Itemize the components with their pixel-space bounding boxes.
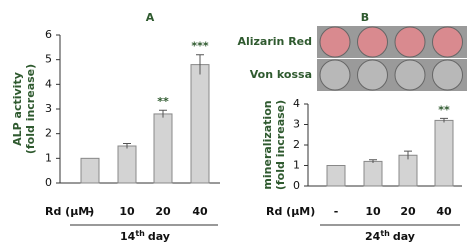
y-tick-label: 4 xyxy=(293,97,300,110)
error-bar xyxy=(123,143,131,149)
day-suffix: th xyxy=(135,229,145,238)
bar xyxy=(190,64,210,184)
y-tick-label: 1 xyxy=(293,159,300,172)
day-suffix: th xyxy=(380,229,390,238)
x-tick-label: 40 xyxy=(192,205,208,218)
y-axis-label: (fold increase) xyxy=(24,64,37,154)
y-tick-label: 0 xyxy=(293,179,300,192)
x-tick-label: 10 xyxy=(119,205,135,218)
y-tick-label: 3 xyxy=(293,118,300,131)
bar xyxy=(363,160,383,187)
x-tick-label: - xyxy=(88,205,93,218)
x-axis-label: Rd (μM) xyxy=(266,205,315,218)
significance: ** xyxy=(438,103,450,116)
y-tick-label: 6 xyxy=(45,28,52,41)
well xyxy=(319,59,351,91)
bar xyxy=(326,165,346,187)
day-number: 24 xyxy=(365,230,381,243)
y-tick-label: 2 xyxy=(293,138,300,151)
y-tick-label: 3 xyxy=(45,102,52,115)
day-label: 24th day xyxy=(365,229,415,244)
y-axis-label: ALP activity xyxy=(11,72,24,146)
bar xyxy=(153,113,173,184)
day-word: day xyxy=(148,230,170,243)
error-bar xyxy=(159,109,167,118)
well xyxy=(394,59,426,91)
bar xyxy=(117,145,137,184)
image-label: Von kossa xyxy=(250,68,312,81)
well xyxy=(394,26,426,58)
day-word: day xyxy=(393,230,415,243)
bar xyxy=(398,154,418,187)
panel-label: B xyxy=(361,11,369,24)
error-bar xyxy=(404,150,412,160)
panel-label: A xyxy=(146,11,155,24)
error-bar xyxy=(369,159,377,164)
day-label: 14th day xyxy=(120,229,170,244)
y-tick-label: 1 xyxy=(45,151,52,164)
x-axis-label: Rd (μM) xyxy=(45,205,94,218)
x-tick-label: 40 xyxy=(436,205,452,218)
bar xyxy=(80,157,100,184)
well xyxy=(357,59,388,91)
x-tick-label: 20 xyxy=(155,205,171,218)
error-bar xyxy=(440,117,448,123)
well xyxy=(319,26,351,58)
y-axis-label: mineralization xyxy=(261,100,274,189)
y-tick-label: 0 xyxy=(45,176,52,189)
x-tick-label: 10 xyxy=(365,205,381,218)
x-tick-label: - xyxy=(334,205,339,218)
y-axis-label: (fold increase) xyxy=(274,100,287,190)
x-tick-label: 20 xyxy=(400,205,416,218)
well xyxy=(432,26,463,58)
y-tick-label: 4 xyxy=(45,77,52,90)
significance: ** xyxy=(157,95,169,108)
significance: *** xyxy=(191,40,209,53)
y-tick-label: 5 xyxy=(45,53,52,66)
well xyxy=(432,59,463,91)
day-number: 14 xyxy=(120,230,136,243)
bar xyxy=(434,119,454,187)
image-label: Alizarin Red xyxy=(237,35,312,48)
y-tick-label: 2 xyxy=(45,127,52,140)
error-bar xyxy=(196,54,204,75)
well xyxy=(357,26,388,58)
